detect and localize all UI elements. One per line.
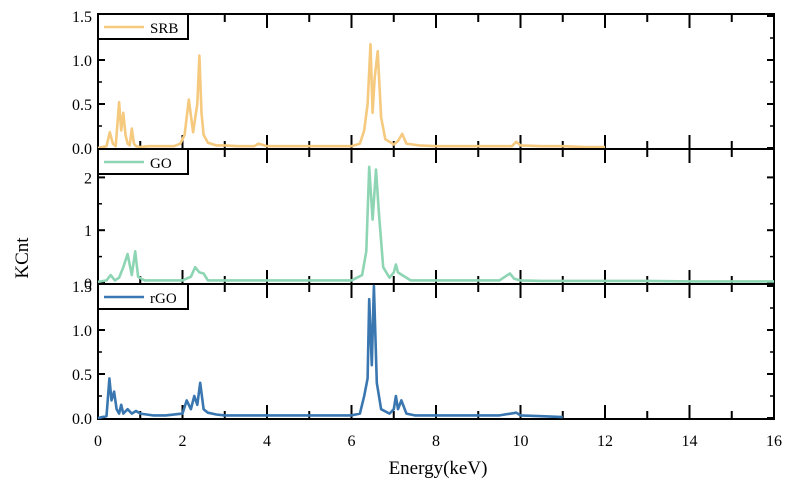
panel-srb: 0.0 0.5 1.0 1.5 SRB xyxy=(72,9,775,158)
x-tick-label: 16 xyxy=(766,433,782,450)
legend-label: SRB xyxy=(150,21,178,37)
x-tick-label: 4 xyxy=(263,433,271,450)
y-tick-label: 0.5 xyxy=(72,97,92,114)
legend-go: GO xyxy=(97,148,189,175)
panels: 0.0 0.5 1.0 1.5 SRB 0 1 2 GO 0.0 0.5 1.0 1.5 rGO xyxy=(72,9,775,428)
panel-rgo: 0.0 0.5 1.0 1.5 rGO xyxy=(72,279,775,428)
x-tick-label: 8 xyxy=(432,433,440,450)
y-tick-label: 0.5 xyxy=(72,367,92,384)
panel-go: 0 1 2 GO xyxy=(84,148,775,293)
x-tick-label: 2 xyxy=(179,433,187,450)
y-tick-label: 1.5 xyxy=(72,279,92,296)
y-axis-title: KCnt xyxy=(12,237,33,279)
series-line-rgo xyxy=(97,284,563,420)
legend-rgo: rGO xyxy=(97,283,189,310)
x-axis: 0 2 4 6 8 10 12 14 16 xyxy=(94,433,782,450)
y-tick-label: 1 xyxy=(84,223,92,240)
legend-label: GO xyxy=(150,156,172,172)
y-tick-label: 1.5 xyxy=(72,9,92,26)
panel-frame xyxy=(97,148,775,285)
y-tick-label: 1.0 xyxy=(72,53,92,70)
x-tick-label: 14 xyxy=(682,433,698,450)
x-tick-label: 12 xyxy=(597,433,613,450)
legend-srb: SRB xyxy=(97,13,189,40)
y-tick-label: 2 xyxy=(84,170,92,187)
y-tick-label: 1.0 xyxy=(72,323,92,340)
series-line-srb xyxy=(97,42,605,150)
series-line-go xyxy=(97,165,774,284)
legend-label: rGO xyxy=(150,291,177,307)
y-tick-label: 0.0 xyxy=(72,141,92,158)
y-tick-label: 0.0 xyxy=(72,411,92,428)
x-tick-label: 6 xyxy=(348,433,356,450)
x-axis-title: Energy(keV) xyxy=(389,458,488,479)
x-tick-label: 0 xyxy=(94,433,102,450)
y-tick-label: 0 xyxy=(84,276,92,293)
x-tick-label: 10 xyxy=(513,433,529,450)
